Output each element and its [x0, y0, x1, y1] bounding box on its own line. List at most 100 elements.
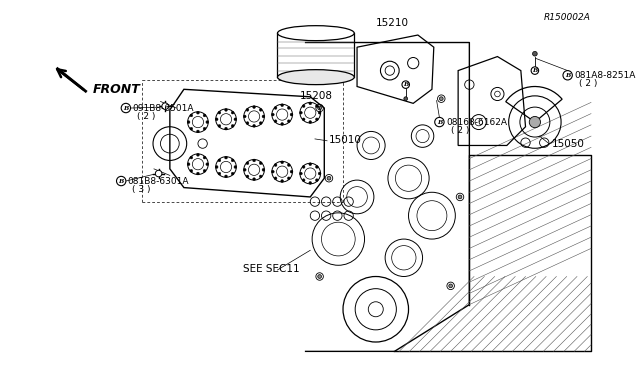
Text: B: B [436, 119, 442, 125]
Circle shape [317, 275, 321, 278]
Circle shape [281, 180, 284, 182]
Circle shape [449, 284, 452, 288]
Text: ( 2 ): ( 2 ) [579, 79, 597, 88]
Text: FRONT: FRONT [93, 83, 141, 96]
Text: B: B [118, 179, 124, 183]
Circle shape [225, 156, 227, 159]
Circle shape [435, 118, 444, 127]
Circle shape [231, 125, 234, 127]
Text: 081B8-6301A: 081B8-6301A [128, 177, 189, 186]
Text: 081A8-8251A: 081A8-8251A [574, 71, 636, 80]
Circle shape [262, 115, 265, 118]
Text: B: B [124, 106, 129, 110]
Circle shape [246, 162, 249, 164]
Circle shape [302, 166, 305, 169]
Circle shape [402, 81, 410, 89]
Circle shape [190, 169, 193, 172]
Circle shape [290, 113, 293, 116]
Circle shape [190, 156, 193, 159]
Circle shape [302, 118, 305, 121]
Circle shape [243, 115, 246, 118]
Circle shape [203, 114, 206, 117]
Circle shape [116, 176, 126, 186]
Circle shape [458, 195, 462, 199]
Circle shape [253, 124, 255, 127]
Text: SEE SEC11: SEE SEC11 [243, 264, 300, 274]
Circle shape [563, 71, 572, 80]
Circle shape [317, 106, 321, 110]
Circle shape [287, 177, 290, 180]
Circle shape [196, 130, 199, 133]
Circle shape [162, 103, 168, 109]
Ellipse shape [278, 70, 355, 85]
Circle shape [196, 172, 199, 175]
Circle shape [196, 111, 199, 114]
Circle shape [274, 177, 277, 180]
Circle shape [290, 170, 293, 173]
Circle shape [274, 164, 277, 166]
Circle shape [187, 121, 190, 124]
Circle shape [259, 162, 262, 164]
Text: ( 3 ): ( 3 ) [132, 185, 151, 194]
Circle shape [203, 127, 206, 130]
Text: 091B8-6501A: 091B8-6501A [132, 103, 194, 113]
Circle shape [259, 122, 262, 125]
Circle shape [281, 104, 284, 107]
Circle shape [309, 102, 312, 105]
Text: 08168-6162A: 08168-6162A [446, 118, 507, 126]
Circle shape [316, 179, 318, 182]
Circle shape [203, 156, 206, 159]
Circle shape [121, 103, 131, 113]
Text: 15210: 15210 [376, 17, 409, 28]
Circle shape [215, 118, 218, 121]
Circle shape [318, 111, 321, 114]
Circle shape [246, 122, 249, 125]
Circle shape [225, 127, 227, 130]
Circle shape [327, 176, 331, 180]
Circle shape [302, 105, 305, 108]
Circle shape [215, 166, 218, 169]
Circle shape [262, 169, 265, 171]
Circle shape [529, 116, 541, 128]
Circle shape [259, 108, 262, 111]
Circle shape [316, 105, 318, 108]
Circle shape [198, 139, 207, 148]
Text: 15050: 15050 [552, 140, 584, 149]
Circle shape [271, 113, 274, 116]
Text: R150002A: R150002A [544, 13, 591, 22]
Text: B: B [403, 82, 408, 87]
Circle shape [218, 159, 221, 162]
Circle shape [253, 178, 255, 180]
Text: B: B [532, 68, 538, 73]
Circle shape [187, 163, 190, 166]
Circle shape [316, 118, 318, 121]
Circle shape [225, 109, 227, 111]
Circle shape [196, 153, 199, 156]
Circle shape [274, 120, 277, 123]
Circle shape [300, 111, 302, 114]
Text: ( 2 ): ( 2 ) [451, 126, 469, 135]
Circle shape [287, 164, 290, 166]
Circle shape [259, 175, 262, 178]
Circle shape [287, 106, 290, 109]
Circle shape [316, 166, 318, 169]
Circle shape [243, 169, 246, 171]
Circle shape [246, 108, 249, 111]
Circle shape [253, 159, 255, 162]
Circle shape [234, 118, 237, 121]
Circle shape [300, 172, 302, 175]
Circle shape [309, 163, 312, 166]
Circle shape [274, 106, 277, 109]
Circle shape [218, 172, 221, 175]
Circle shape [281, 161, 284, 164]
Circle shape [231, 172, 234, 175]
Circle shape [190, 114, 193, 117]
Circle shape [206, 121, 209, 124]
Circle shape [532, 51, 537, 56]
Circle shape [218, 125, 221, 127]
Circle shape [234, 166, 237, 169]
Circle shape [531, 67, 539, 74]
Circle shape [281, 122, 284, 125]
Circle shape [203, 169, 206, 172]
Circle shape [156, 170, 162, 177]
